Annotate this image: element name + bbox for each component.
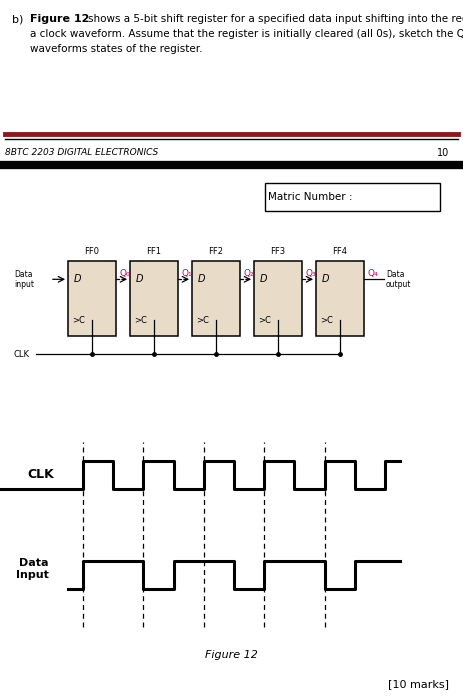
Text: CLK: CLK: [27, 468, 54, 482]
Text: D: D: [136, 274, 144, 284]
Bar: [254, 261, 302, 336]
Text: Data
output: Data output: [386, 270, 412, 289]
Bar: [265, 183, 440, 211]
Text: >C: >C: [320, 316, 333, 325]
Text: waveforms states of the register.: waveforms states of the register.: [30, 44, 202, 54]
Bar: [316, 261, 364, 336]
Text: Q₃: Q₃: [305, 269, 316, 278]
Text: b): b): [12, 14, 23, 24]
Text: FF4: FF4: [332, 247, 348, 256]
Text: >C: >C: [72, 316, 85, 325]
Text: Q₂: Q₂: [243, 269, 254, 278]
Text: Data
input: Data input: [14, 270, 34, 289]
Text: D: D: [260, 274, 268, 284]
Text: 8BTC 2203 DIGITAL ELECTRONICS: 8BTC 2203 DIGITAL ELECTRONICS: [5, 148, 158, 158]
Text: Q₁: Q₁: [181, 269, 192, 278]
Text: CLK: CLK: [14, 350, 30, 358]
Text: FF2: FF2: [208, 247, 224, 256]
Text: FF1: FF1: [146, 247, 162, 256]
Text: >C: >C: [196, 316, 209, 325]
Text: Figure 12: Figure 12: [205, 650, 258, 659]
Text: Q₄: Q₄: [367, 269, 378, 278]
Text: D: D: [74, 274, 81, 284]
Bar: [192, 261, 240, 336]
Text: FF3: FF3: [270, 247, 286, 256]
Text: 10: 10: [437, 148, 449, 158]
Text: FF0: FF0: [85, 247, 100, 256]
Text: Q₀: Q₀: [119, 269, 130, 278]
Bar: [68, 261, 116, 336]
Text: D: D: [198, 274, 206, 284]
Bar: [130, 261, 178, 336]
Text: Matric Number :: Matric Number :: [268, 193, 352, 202]
Text: shows a 5-bit shift register for a specified data input shifting into the regist: shows a 5-bit shift register for a speci…: [88, 14, 463, 24]
Text: >C: >C: [258, 316, 271, 325]
Text: Data
Input: Data Input: [16, 558, 49, 580]
Text: >C: >C: [134, 316, 147, 325]
Text: D: D: [322, 274, 330, 284]
Text: a clock waveform. Assume that the register is initially cleared (all 0s), sketch: a clock waveform. Assume that the regist…: [30, 29, 463, 39]
Text: Figure 12: Figure 12: [30, 14, 89, 24]
Text: [10 marks]: [10 marks]: [388, 679, 449, 690]
